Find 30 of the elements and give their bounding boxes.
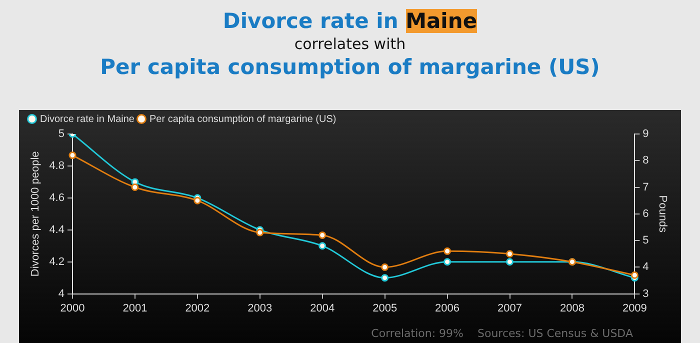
source-note: Sources: US Census & USDA xyxy=(477,327,633,340)
y2-tick-label: 4 xyxy=(642,261,649,274)
y2-tick-label: 6 xyxy=(642,208,649,220)
y2-tick-label: 8 xyxy=(642,154,649,167)
text: Correlation: 99% xyxy=(371,327,464,340)
y-tick-label: 4.4 xyxy=(49,224,64,236)
x-tick-label: 2009 xyxy=(622,302,647,314)
x-tick-label: 2007 xyxy=(498,302,522,314)
x-tick-label: 2004 xyxy=(310,302,335,314)
y-tick-label: 5 xyxy=(58,128,64,140)
y-tick-label: 4 xyxy=(58,288,64,300)
y2-tick-label: 9 xyxy=(642,128,649,140)
x-tick-label: 2002 xyxy=(185,302,210,314)
chart-title: Divorce rate in Maine correlates with Per capita consumption of margarine (US) xyxy=(99,8,601,80)
y-tick-label: 4.6 xyxy=(49,192,64,204)
y2-tick-label: 5 xyxy=(642,234,649,247)
x-tick-label: 2001 xyxy=(122,302,148,314)
legend-label: Per capita consumption of margarine (US) xyxy=(149,114,336,125)
x-tick-label: 2000 xyxy=(60,302,85,314)
y2-axis-title: Pounds xyxy=(656,195,668,234)
y2-tick-label: 3 xyxy=(642,288,649,300)
y2-tick-label: 7 xyxy=(642,181,649,194)
y-tick-label: 4.8 xyxy=(49,160,64,172)
x-tick-label: 2003 xyxy=(248,302,272,314)
y-tick-label: 4.2 xyxy=(49,256,64,268)
y-axis-title: Divorces per 1000 people xyxy=(30,151,42,277)
legend-label: Divorce rate in Maine xyxy=(40,114,135,125)
x-tick-label: 2008 xyxy=(560,302,584,314)
x-tick-label: 2005 xyxy=(372,302,398,314)
x-tick-label: 2006 xyxy=(435,302,460,314)
